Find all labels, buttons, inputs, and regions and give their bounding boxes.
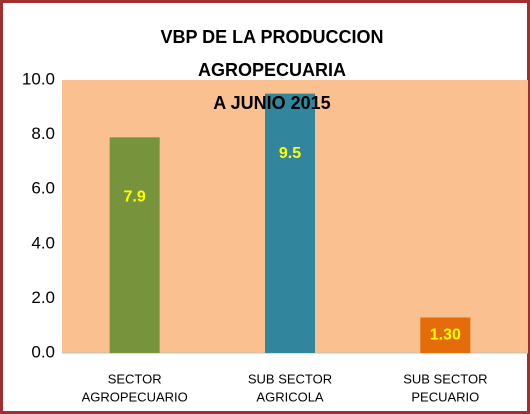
value-label: 9.5 <box>279 145 301 162</box>
y-tick-label: 6.0 <box>31 179 55 198</box>
y-tick-label: 2.0 <box>31 288 55 307</box>
bar <box>109 137 160 353</box>
y-tick-label: 0.0 <box>31 342 55 361</box>
bar <box>420 317 471 353</box>
x-tick-label: AGRICOLA <box>256 389 324 404</box>
x-tick-label: SECTOR <box>108 371 162 386</box>
y-tick-label: 10.0 <box>22 69 55 88</box>
bar <box>265 93 315 354</box>
value-label: 7.9 <box>124 189 146 206</box>
x-tick-label: SUB SECTOR <box>248 371 332 386</box>
y-tick-label: 8.0 <box>31 124 55 143</box>
chart-title: AGROPECUARIA <box>198 60 346 80</box>
chart-title: VBP DE LA PRODUCCION <box>160 27 383 47</box>
x-tick-label: SUB SECTOR <box>403 371 487 386</box>
chart-title: A JUNIO 2015 <box>213 93 330 113</box>
value-label: 1.30 <box>430 326 461 343</box>
y-tick-label: 4.0 <box>31 233 55 252</box>
x-tick-label: PECUARIO <box>411 389 479 404</box>
x-tick-label: AGROPECUARIO <box>82 389 188 404</box>
